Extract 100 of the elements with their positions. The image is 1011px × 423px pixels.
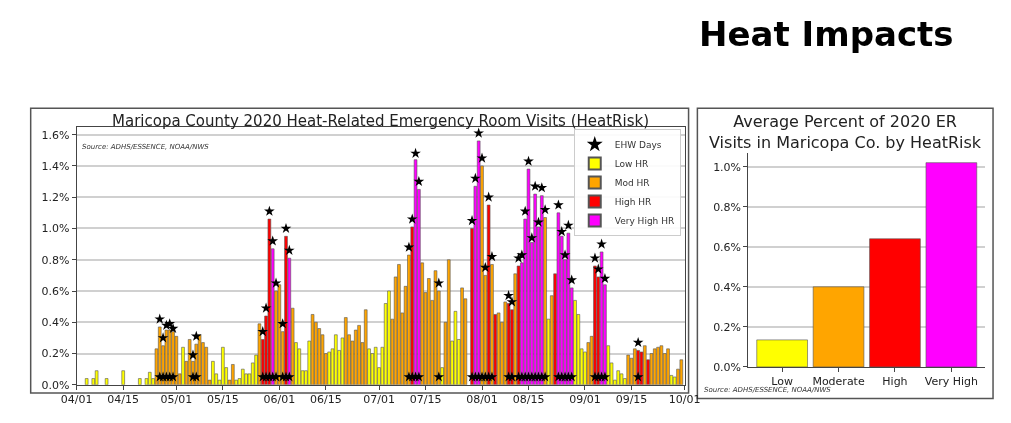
y-tick-label: 1.0%: [41, 222, 70, 236]
bar: [516, 265, 521, 385]
bar: [453, 311, 458, 385]
bar: [496, 312, 501, 385]
point: [539, 204, 551, 215]
bar: [94, 370, 99, 385]
bar: [148, 371, 152, 385]
bar: [566, 232, 571, 385]
bar: [619, 373, 624, 385]
y-tick-label: 1.6%: [41, 128, 70, 142]
x-tick-label: 09/01: [569, 393, 601, 406]
point: [406, 213, 418, 224]
point: [592, 263, 604, 274]
point: [476, 152, 488, 163]
y-tick-label: 0.0%: [41, 378, 70, 392]
bar: [659, 345, 664, 385]
point: [267, 235, 279, 246]
bar: [486, 204, 491, 385]
bar: [556, 212, 561, 385]
point: [559, 249, 571, 260]
bar: [447, 259, 451, 385]
y-tick-label: 0.2%: [41, 347, 70, 361]
point: [473, 127, 485, 138]
bar: [925, 162, 978, 367]
bar: [204, 346, 208, 385]
point: [187, 349, 199, 360]
point: [470, 172, 481, 183]
text: Heat Impacts: [699, 14, 954, 54]
point: [154, 313, 166, 324]
y-tick-label: 0.6%: [41, 284, 70, 298]
bar: [626, 354, 630, 385]
legend-label: Mod HR: [614, 177, 650, 188]
y-tick-label: 0.8%: [41, 253, 70, 267]
point: [506, 296, 518, 307]
bar: [241, 368, 245, 385]
legend-label: EHW Days: [614, 139, 662, 150]
bar: [121, 370, 125, 385]
legend-label: Low HR: [614, 158, 649, 169]
x-tick-label: Very High: [924, 375, 979, 389]
bar: [476, 140, 481, 385]
x-tick-label: 04/01: [60, 393, 93, 406]
point: [270, 277, 282, 288]
point: [486, 251, 498, 262]
bar: [812, 286, 865, 367]
point: [599, 272, 611, 284]
bar: [460, 287, 464, 385]
point: [596, 238, 607, 249]
x-tick-label: 04/15: [107, 393, 140, 406]
point: [503, 290, 514, 301]
point: [523, 155, 534, 166]
bar: [357, 325, 361, 385]
bar: [104, 378, 109, 385]
bar: [257, 323, 262, 385]
point: [563, 219, 574, 230]
bar: [616, 370, 620, 385]
point: [483, 191, 494, 202]
bar: [138, 378, 142, 385]
point: [466, 215, 478, 226]
legend-label: Very High HR: [614, 215, 675, 226]
bar: [679, 359, 684, 385]
bar: [433, 270, 438, 385]
x-tick-label: 05/15: [207, 393, 239, 406]
point: [589, 252, 601, 263]
x-tick-label: 05/01: [160, 393, 193, 406]
point: [283, 244, 295, 255]
y-tick-label: 0.4%: [41, 316, 70, 330]
bar: [756, 339, 808, 367]
point: [410, 147, 421, 158]
bar: [277, 284, 282, 385]
point: [433, 277, 445, 288]
point: [526, 232, 538, 243]
bar: [373, 346, 378, 385]
x-tick-label: 10/01: [668, 393, 701, 406]
bar: [310, 314, 315, 385]
point: [553, 199, 564, 210]
point: [632, 371, 644, 382]
point: [480, 261, 491, 273]
bar: [221, 346, 225, 385]
y-tick-label: 0.0%: [713, 360, 742, 374]
x-tick-label: 08/15: [512, 393, 545, 406]
point: [433, 371, 445, 382]
point: [164, 318, 176, 329]
point: [536, 182, 548, 193]
y-tick-label: 0.2%: [713, 320, 742, 334]
y-tick-label: 0.6%: [713, 240, 742, 254]
y-tick-label: 0.8%: [713, 200, 742, 214]
point: [260, 302, 272, 313]
point: [413, 175, 425, 187]
y-tick-label: 1.2%: [41, 191, 70, 205]
point: [280, 222, 292, 234]
chart-title: Average Percent of 2020 ER Visits in Maricopa Co. by HeatRisk: [709, 112, 982, 152]
x-tick-label: High: [882, 375, 908, 389]
x-tick-label: 07/15: [409, 393, 442, 406]
x-tick-label: 09/15: [615, 393, 648, 406]
bar: [427, 278, 431, 385]
bar: [334, 334, 338, 385]
legend-label: High HR: [614, 196, 652, 207]
bar: [364, 309, 368, 385]
y-tick-label: 1.4%: [41, 159, 70, 173]
point: [516, 249, 528, 260]
